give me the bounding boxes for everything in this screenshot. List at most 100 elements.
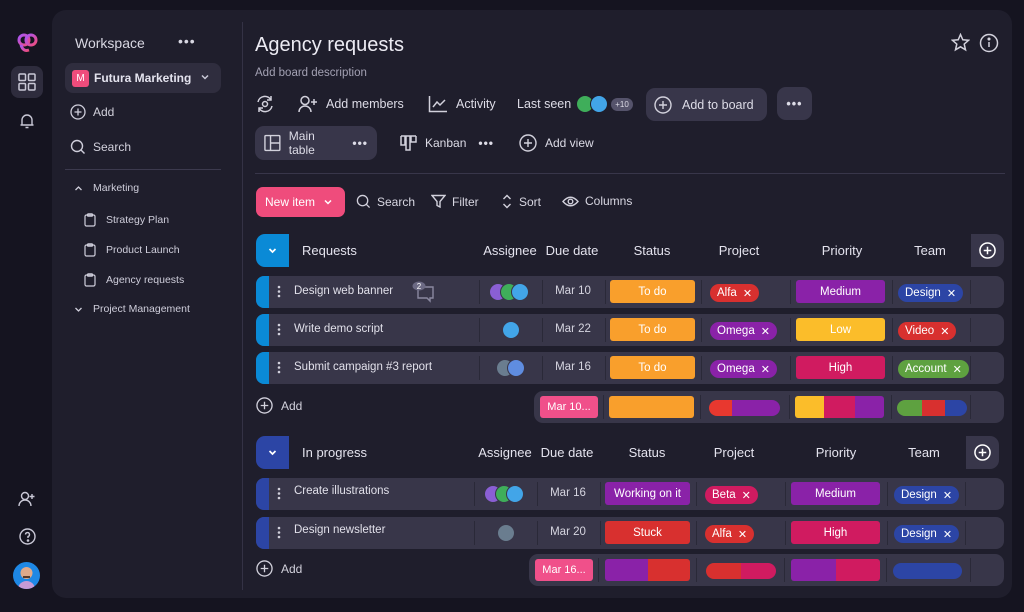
last-seen[interactable]: Last seen +10: [517, 94, 633, 114]
project-tag[interactable]: Omega ✕: [710, 360, 777, 378]
remove-tag-icon[interactable]: ✕: [940, 325, 950, 338]
priority-badge[interactable]: Medium: [796, 280, 885, 303]
table-row[interactable]: Design web banner 2 Mar 10 To do Alfa ✕ M…: [256, 276, 1004, 308]
column-header-due-date[interactable]: Due date: [545, 243, 599, 258]
priority-badge[interactable]: Medium: [791, 482, 880, 505]
assignee-avatars[interactable]: [489, 283, 529, 301]
group-toggle-in-progress[interactable]: [256, 436, 289, 469]
sync-button[interactable]: [255, 94, 283, 114]
assignee-avatars[interactable]: [502, 321, 520, 339]
remove-tag-icon[interactable]: ✕: [760, 363, 770, 376]
assignee-avatars[interactable]: [496, 359, 525, 377]
add-to-board-button[interactable]: Add to board: [646, 88, 767, 121]
filter-button[interactable]: Filter: [431, 194, 479, 209]
group-toggle-requests[interactable]: [256, 234, 289, 267]
team-tag[interactable]: Design ✕: [894, 525, 960, 543]
workspace-selector[interactable]: M Futura Marketing: [65, 63, 221, 93]
drag-handle-icon[interactable]: [277, 323, 281, 336]
workspace-menu-button[interactable]: •••: [178, 33, 196, 49]
status-badge[interactable]: To do: [610, 318, 695, 341]
assignee-avatars[interactable]: [484, 485, 524, 503]
item-name[interactable]: Write demo script: [294, 323, 384, 335]
column-header-team[interactable]: Team: [908, 445, 940, 460]
due-date[interactable]: Mar 16: [550, 487, 586, 499]
table-row[interactable]: Create illustrations Mar 16 Working on i…: [256, 478, 1004, 510]
column-header-team[interactable]: Team: [914, 243, 946, 258]
info-icon[interactable]: [979, 33, 999, 53]
column-header-status[interactable]: Status: [628, 445, 666, 460]
add-members-button[interactable]: Add members: [298, 94, 404, 114]
assignee-avatars[interactable]: [497, 524, 515, 542]
remove-tag-icon[interactable]: ✕: [952, 363, 962, 376]
drag-handle-icon[interactable]: [277, 361, 281, 374]
search-button[interactable]: Search: [356, 194, 415, 209]
status-badge[interactable]: Working on it: [605, 482, 690, 505]
item-name[interactable]: Design newsletter: [294, 524, 386, 536]
profile-avatar[interactable]: [13, 562, 40, 589]
board-agency-requests[interactable]: Agency requests: [84, 273, 184, 287]
board-description-field[interactable]: Add board description: [255, 67, 367, 79]
item-name[interactable]: Design web banner: [294, 285, 394, 297]
status-badge[interactable]: To do: [610, 280, 695, 303]
sidebar-search-button[interactable]: Search: [70, 139, 131, 155]
column-header-project[interactable]: Project: [718, 243, 760, 258]
columns-button[interactable]: Columns: [562, 194, 632, 208]
add-item-button[interactable]: Add: [256, 397, 302, 414]
remove-tag-icon[interactable]: ✕: [942, 489, 953, 502]
due-date[interactable]: Mar 20: [550, 526, 586, 538]
item-name[interactable]: Submit campaign #3 report: [294, 361, 433, 373]
remove-tag-icon[interactable]: ✕: [741, 489, 751, 502]
due-date[interactable]: Mar 10: [555, 285, 591, 297]
add-column-button[interactable]: [966, 436, 999, 469]
add-item-button[interactable]: Add: [256, 560, 302, 577]
remove-tag-icon[interactable]: ✕: [737, 528, 748, 541]
column-header-priority[interactable]: Priority: [815, 445, 857, 460]
priority-badge[interactable]: High: [791, 521, 880, 544]
project-tag[interactable]: Omega ✕: [710, 322, 777, 340]
priority-badge[interactable]: High: [796, 356, 885, 379]
tab-kanban[interactable]: Kanban •••: [391, 126, 503, 160]
remove-tag-icon[interactable]: ✕: [760, 325, 770, 338]
team-tag[interactable]: Video ✕: [898, 322, 957, 340]
status-badge[interactable]: To do: [610, 356, 695, 379]
add-column-button[interactable]: [971, 234, 1004, 267]
drag-handle-icon[interactable]: [277, 526, 281, 539]
remove-tag-icon[interactable]: ✕: [942, 528, 953, 541]
table-row[interactable]: Write demo script Mar 22 To do Omega ✕ Lo…: [256, 314, 1004, 346]
more-options-button[interactable]: •••: [777, 87, 812, 120]
priority-badge[interactable]: Low: [796, 318, 885, 341]
board-product-launch[interactable]: Product Launch: [84, 243, 180, 257]
table-row[interactable]: Design newsletter Mar 20 Stuck Alfa ✕ Hig…: [256, 517, 1004, 549]
team-tag[interactable]: Design ✕: [894, 486, 960, 504]
activity-button[interactable]: Activity: [428, 94, 496, 114]
sidebar-add-button[interactable]: Add: [70, 104, 114, 120]
folder-marketing[interactable]: Marketing: [74, 182, 139, 194]
column-header-due-date[interactable]: Due date: [540, 445, 594, 460]
table-row[interactable]: Submit campaign #3 report Mar 16 To do O…: [256, 352, 1004, 384]
status-badge[interactable]: Stuck: [605, 521, 690, 544]
notifications-button[interactable]: [11, 105, 43, 137]
project-tag[interactable]: Alfa ✕: [705, 525, 755, 543]
column-header-assignee[interactable]: Assignee: [478, 445, 532, 460]
due-date[interactable]: Mar 16: [555, 361, 591, 373]
remove-tag-icon[interactable]: ✕: [946, 287, 957, 300]
column-header-priority[interactable]: Priority: [821, 243, 863, 258]
column-header-project[interactable]: Project: [713, 445, 755, 460]
item-name[interactable]: Create illustrations: [294, 485, 390, 497]
sort-button[interactable]: Sort: [501, 194, 541, 209]
team-tag[interactable]: Design ✕: [898, 284, 964, 302]
tab-main-table[interactable]: Main table •••: [255, 126, 377, 160]
drag-handle-icon[interactable]: [277, 285, 281, 298]
new-item-button[interactable]: New item: [256, 187, 345, 217]
comments-button[interactable]: 2: [411, 281, 437, 308]
apps-grid-button[interactable]: [11, 66, 43, 98]
project-tag[interactable]: Beta ✕: [705, 486, 758, 504]
folder-project-management[interactable]: Project Management: [74, 303, 190, 315]
column-header-assignee[interactable]: Assignee: [483, 243, 537, 258]
due-date[interactable]: Mar 22: [555, 323, 591, 335]
remove-tag-icon[interactable]: ✕: [742, 287, 753, 300]
column-header-status[interactable]: Status: [633, 243, 671, 258]
team-tag[interactable]: Account ✕: [898, 360, 969, 378]
view-menu-button[interactable]: •••: [478, 136, 494, 150]
invite-user-button[interactable]: [11, 483, 43, 515]
